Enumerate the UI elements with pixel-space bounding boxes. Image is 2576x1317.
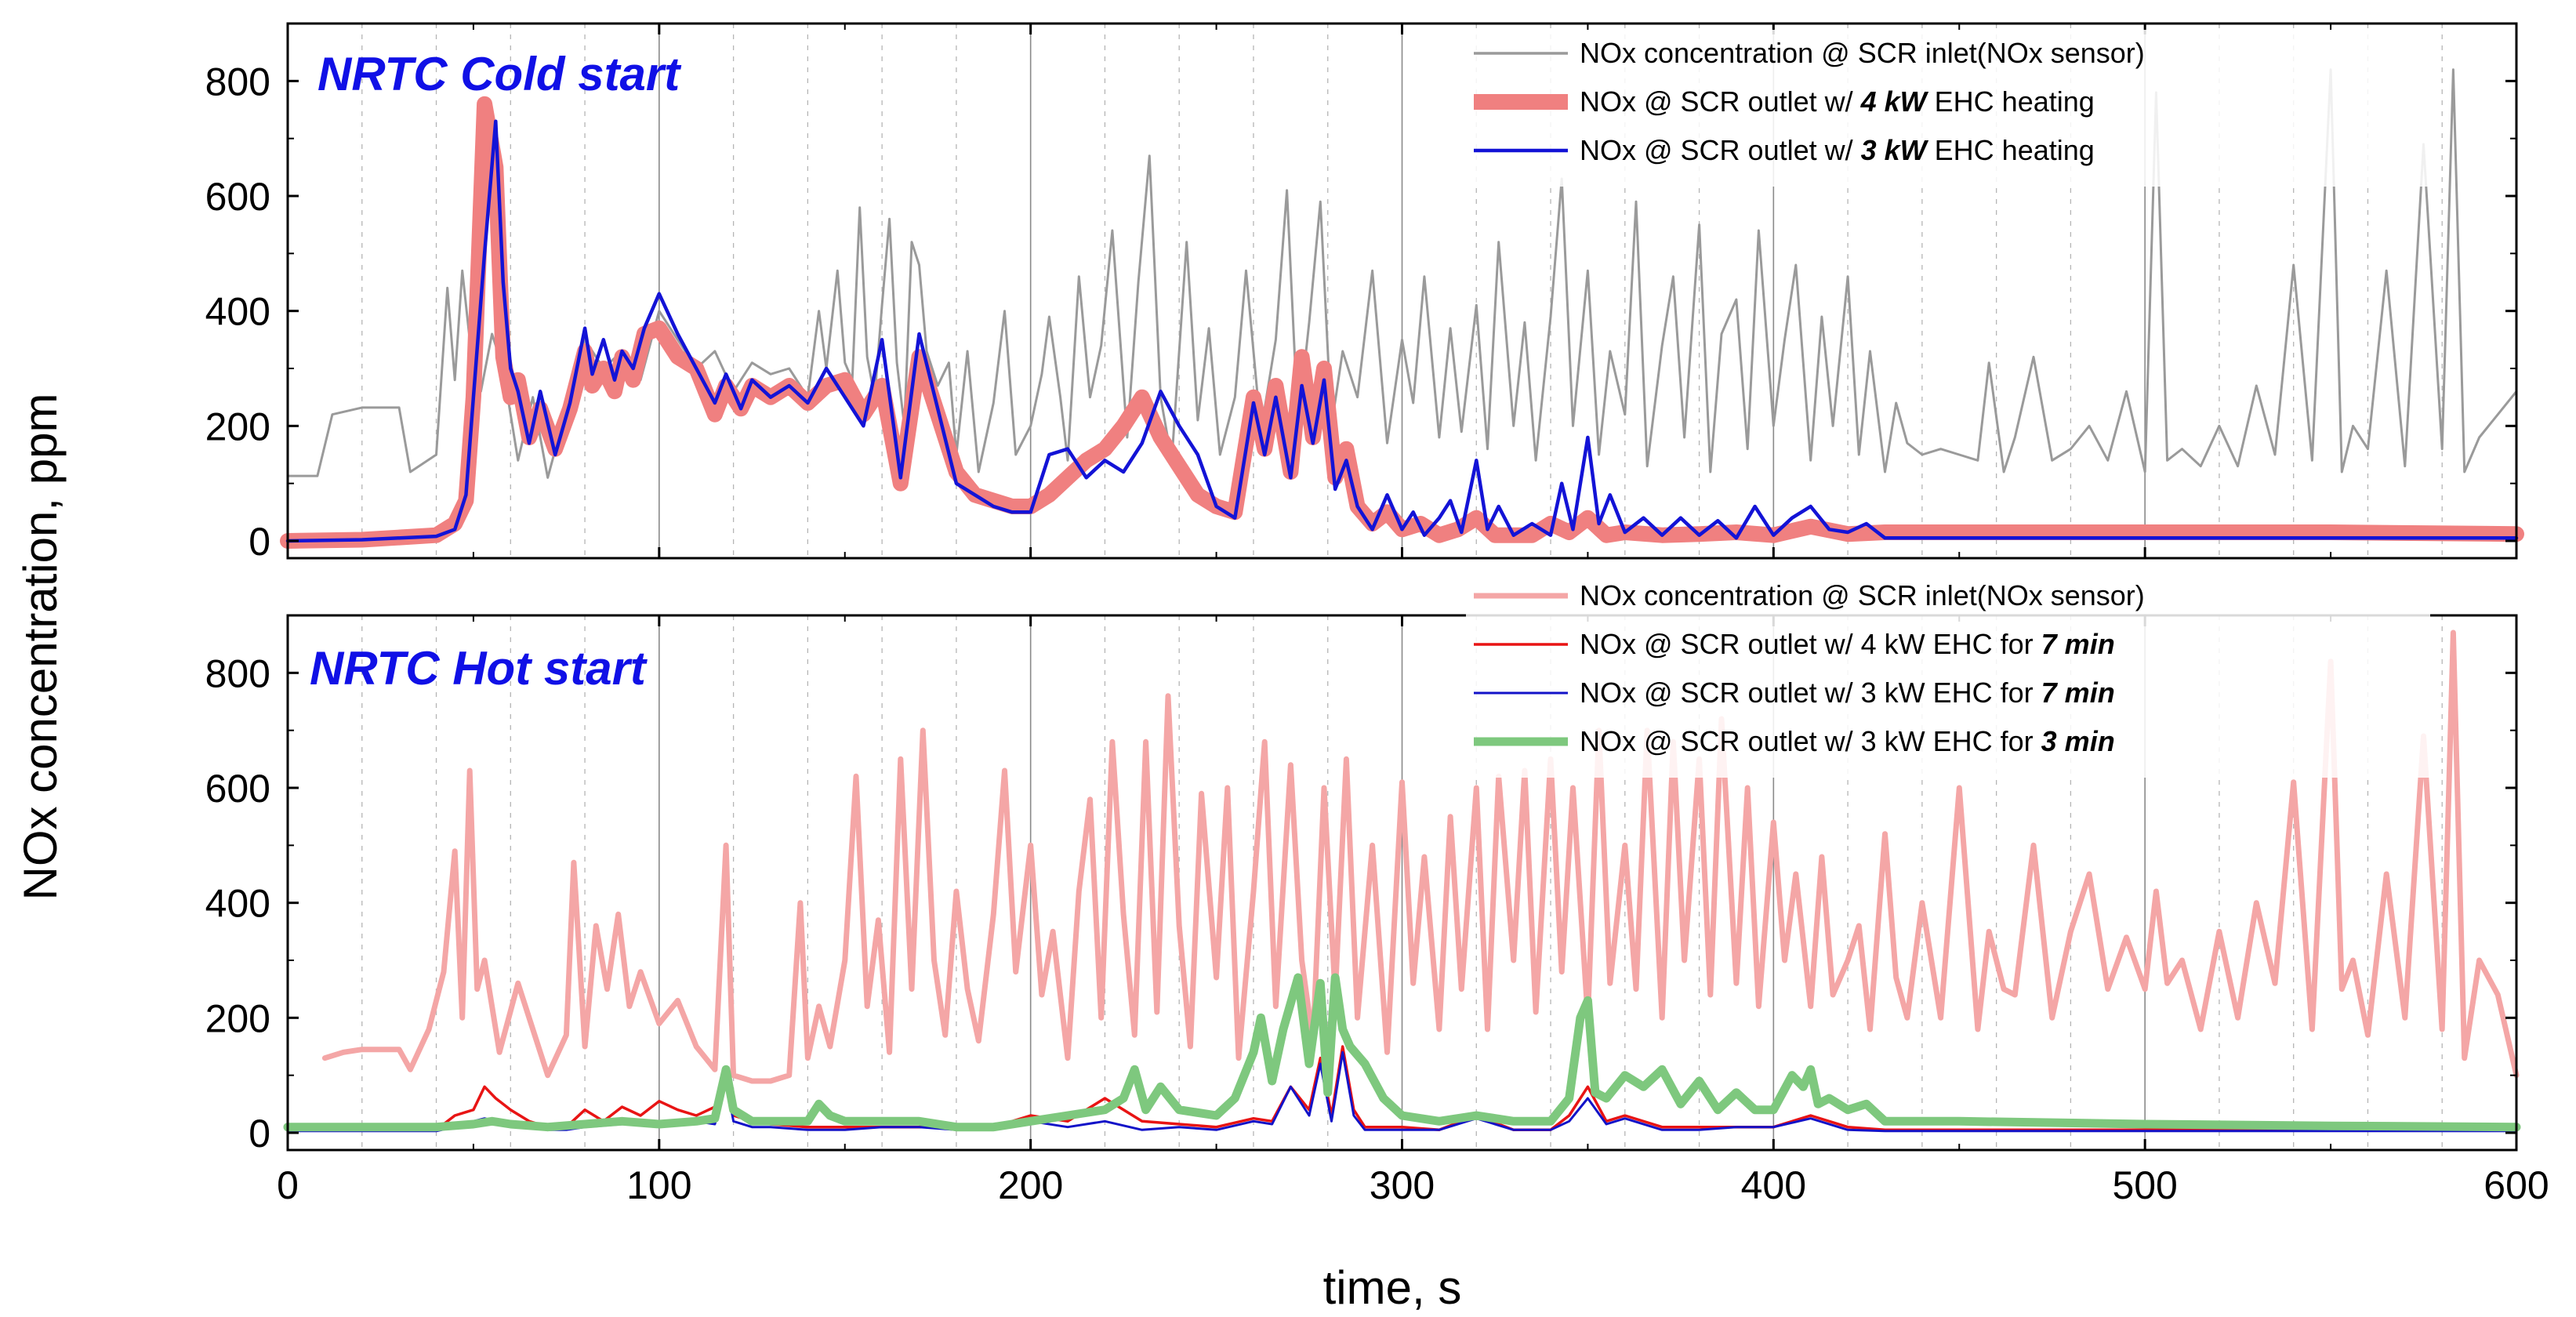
series-line-2: [286, 1045, 2518, 1132]
y-tick-label: 800: [205, 651, 270, 695]
legend-entry: NOx @ SCR outlet w/ 4 kW EHC heating: [1580, 85, 2095, 118]
panel-hot-start: 0 200 400 600 800 0 100 200 300 400 500 600 NRTC Hot…: [205, 572, 2549, 1207]
y-tick-label: 800: [205, 60, 270, 103]
x-tick-label: 500: [2112, 1163, 2177, 1207]
legend-entry: NOx @ SCR outlet w/ 4 kW EHC for 7 min: [1580, 628, 2115, 660]
legend-background: [1466, 30, 2430, 187]
legend: NOx concentration @ SCR inlet(NOx sensor…: [1466, 30, 2430, 187]
x-tick-label: 0: [277, 1163, 299, 1207]
legend-entry: NOx @ SCR outlet w/ 3 kW EHC for 7 min: [1580, 677, 2115, 709]
x-axis-label: time, s: [1323, 1261, 1462, 1314]
y-tick-label: 0: [249, 520, 270, 564]
x-tick-label: 400: [1741, 1163, 1806, 1207]
y-tick-label: 400: [205, 290, 270, 334]
panel-cold-start: 0 200 400 600 800 NRTC Cold start NOx concentr…: [205, 22, 2524, 564]
series-line-1: [321, 629, 2520, 1084]
y-tick-label: 400: [205, 882, 270, 926]
legend-entry: NOx concentration @ SCR inlet(NOx sensor…: [1580, 579, 2145, 611]
legend-entry: NOx @ SCR outlet w/ 3 kW EHC heating: [1580, 134, 2095, 166]
panel-title: NRTC Cold start: [317, 48, 682, 100]
series-line-3: [285, 119, 2519, 543]
y-tick-label: 200: [205, 405, 270, 448]
series-line-1: [286, 68, 2518, 479]
x-tick-label: 200: [998, 1163, 1063, 1207]
y-tick-label: 0: [249, 1112, 270, 1156]
series-line-4: [283, 973, 2521, 1132]
legend: NOx concentration @ SCR inlet(NOx sensor…: [1466, 572, 2430, 778]
y-tick-label: 600: [205, 175, 270, 219]
x-tick-label: 300: [1370, 1163, 1435, 1207]
panel-title: NRTC Hot start: [310, 642, 648, 695]
y-axis-label: NOx concentration, ppm: [14, 394, 67, 901]
legend-entry: NOx concentration @ SCR inlet(NOx sensor…: [1580, 37, 2145, 69]
series-line-2: [280, 96, 2524, 549]
y-tick-label: 600: [205, 767, 270, 811]
y-tick-label: 200: [205, 996, 270, 1040]
legend-entry: NOx @ SCR outlet w/ 3 kW EHC for 3 min: [1580, 725, 2115, 757]
legend-background: [1466, 572, 2430, 778]
x-tick-label: 100: [626, 1163, 691, 1207]
x-tick-label: 600: [2483, 1163, 2549, 1207]
